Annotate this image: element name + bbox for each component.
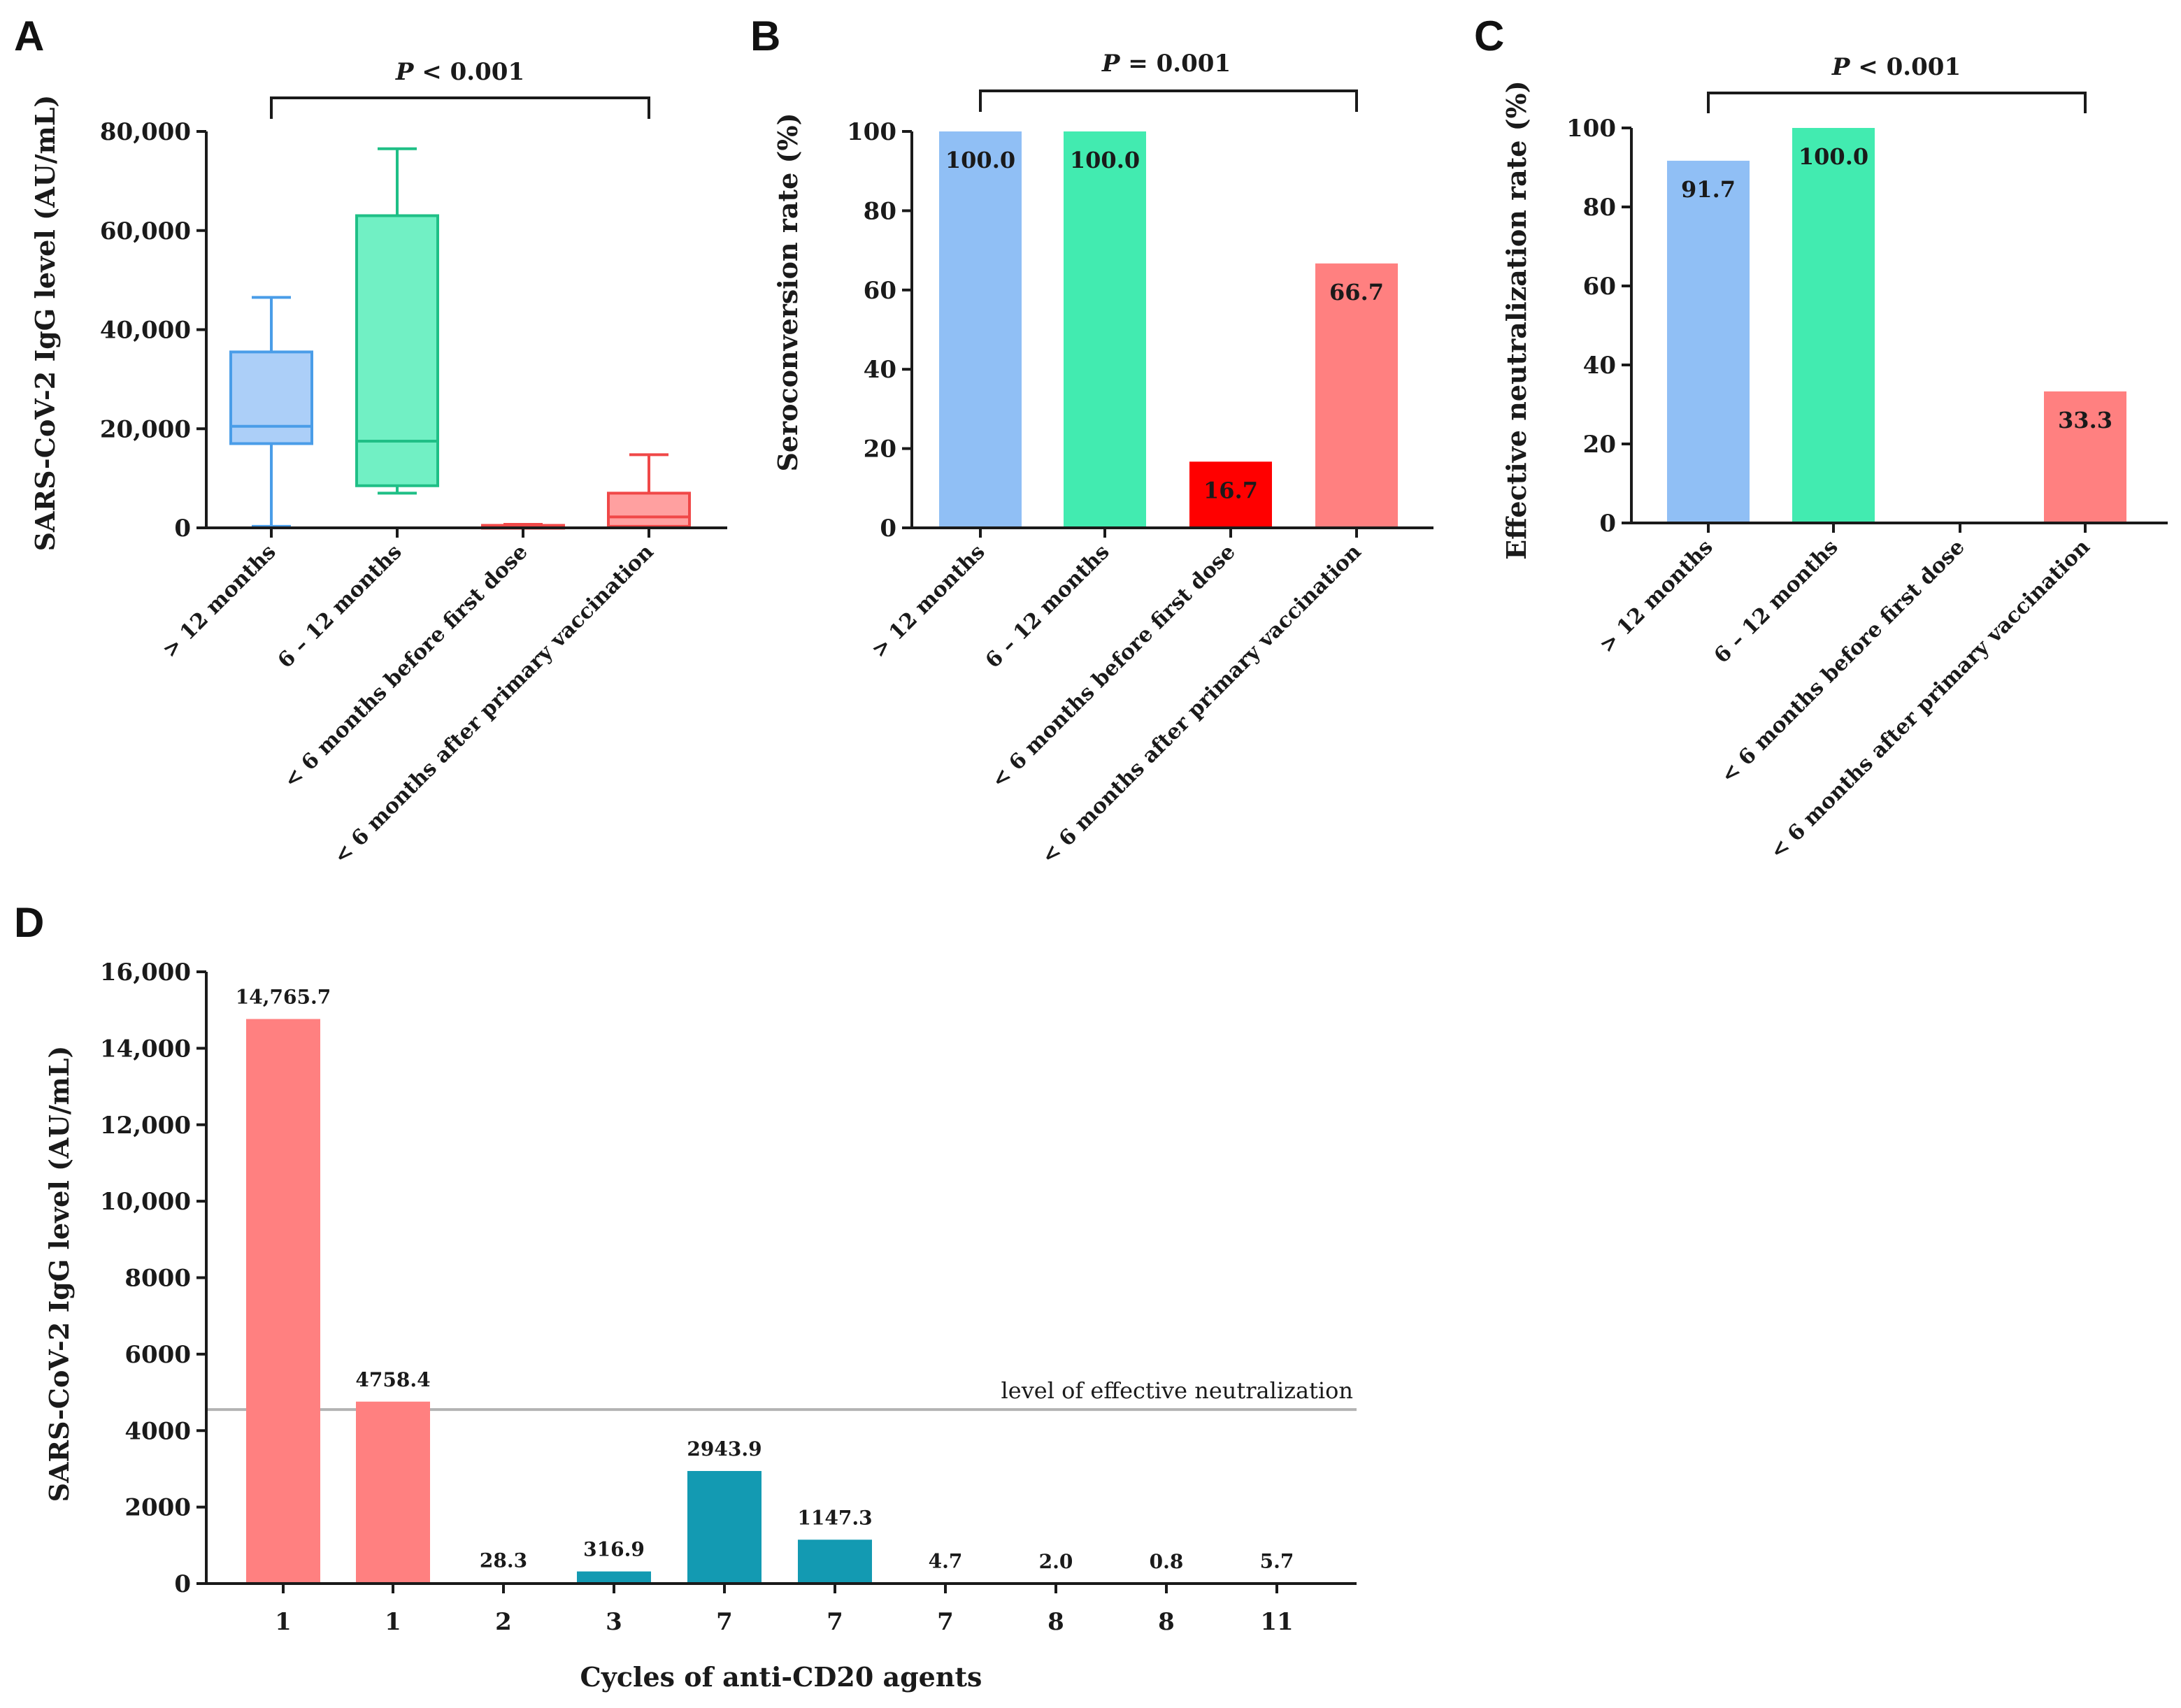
bar-label-d-7: 2.0	[1039, 1550, 1073, 1573]
bar-label-c-3: 33.3	[2058, 407, 2112, 433]
panel-c-ytick-label-3: 60	[1583, 273, 1616, 301]
panel-c-xtick-label-1: 6 – 12 months	[1710, 535, 1843, 668]
panel-d-ytick-label-7: 14,000	[100, 1035, 191, 1063]
bar-d-5	[798, 1540, 872, 1584]
panel-a-ytick-label-0: 0	[174, 515, 191, 543]
bar-label-c-1: 100.0	[1799, 143, 1868, 170]
effective-neutralization-label: level of effective neutralization	[1001, 1377, 1353, 1404]
panel-d-xtick-label-5: 7	[827, 1608, 843, 1636]
bar-c-3	[2044, 391, 2126, 523]
bar-label-d-9: 5.7	[1260, 1550, 1294, 1573]
panel-a-ytick-label-4: 80,000	[100, 118, 191, 146]
panel-b-significance-bracket	[979, 89, 1358, 112]
bar-label-d-2: 28.3	[480, 1549, 527, 1572]
panel-c-ytick-label-0: 0	[1599, 510, 1616, 538]
bar-d-3	[577, 1571, 651, 1584]
panel-a-xtick-label-1: 6 – 12 months	[273, 540, 407, 673]
panel-d-ytick-label-2: 4000	[124, 1417, 191, 1445]
panel-a-xtick-label-0: > 12 months	[158, 540, 281, 663]
panel-b-p-value: P = 0.001	[1101, 50, 1231, 78]
panel-c-ytick-label-1: 20	[1583, 431, 1616, 459]
box-1-iqr	[355, 214, 439, 487]
bar-label-d-3: 316.9	[583, 1538, 645, 1561]
bar-b-1	[1064, 131, 1146, 528]
panel-c-ylabel: Effective neutralization rate (%)	[1501, 80, 1532, 560]
box-0-iqr	[229, 350, 313, 445]
panel-b-ytick-label-0: 0	[880, 515, 896, 543]
bar-label-c-0: 91.7	[1681, 176, 1736, 203]
panel-b-xtick-label-0: > 12 months	[867, 540, 990, 663]
panel-c-ytick-label-5: 100	[1566, 115, 1616, 143]
panel-d-xtick-label-2: 2	[495, 1608, 512, 1636]
panel-d-xtick-label-0: 1	[275, 1608, 292, 1636]
panel-d-ytick-label-0: 0	[174, 1570, 191, 1598]
bar-label-b-1: 100.0	[1070, 147, 1140, 173]
box-3-iqr	[607, 491, 691, 528]
bar-b-3	[1315, 263, 1398, 528]
panel-c-xtick-label-0: > 12 months	[1595, 535, 1718, 658]
panel-d-ytick-label-6: 12,000	[100, 1112, 191, 1140]
panel-d-xtick-label-4: 7	[716, 1608, 733, 1636]
panel-d-xtick-label-6: 7	[937, 1608, 954, 1636]
panel-c-significance-bracket	[1707, 92, 2087, 113]
panel-a-ytick-label-1: 20,000	[100, 415, 191, 443]
panel-a-ytick-label-2: 40,000	[100, 317, 191, 345]
panel-d-xtick-label-8: 8	[1158, 1608, 1175, 1636]
panel-d-xtick-label-1: 1	[385, 1608, 401, 1636]
bar-d-4	[687, 1471, 761, 1584]
panel-c-xtick-label-2: < 6 months before first dose	[1716, 535, 1969, 788]
panel-d-xtick-label-3: 3	[606, 1608, 622, 1636]
panel-d-ytick-label-8: 16,000	[100, 959, 191, 986]
panel-c-ytick-label-4: 80	[1583, 194, 1616, 222]
panel-b: B Seroconversion rate (%) 0 20 40 60 80 100 1…	[750, 13, 1433, 869]
panel-c-ytick-label-2: 40	[1583, 352, 1616, 380]
panel-c: C Effective neutralization rate (%) 0 20 4…	[1474, 13, 2168, 864]
panel-letter-d: D	[14, 899, 44, 946]
panel-b-ytick-label-1: 20	[864, 436, 896, 464]
panel-a-significance-bracket	[270, 96, 650, 119]
panel-a-ylabel: SARS-CoV-2 IgG level (AU/mL)	[29, 95, 61, 552]
panel-b-ytick-label-3: 60	[864, 277, 896, 305]
panel-d-xtick-label-7: 8	[1047, 1608, 1064, 1636]
panel-a-ytick-label-3: 60,000	[100, 217, 191, 245]
bar-label-b-2: 16.7	[1203, 477, 1258, 503]
bar-label-b-0: 100.0	[945, 147, 1015, 173]
bar-d-1	[356, 1401, 430, 1584]
bar-label-d-5: 1147.3	[797, 1506, 872, 1529]
bar-label-d-4: 2943.9	[687, 1437, 761, 1461]
panel-d-ylabel: SARS-CoV-2 IgG level (AU/mL)	[43, 1046, 75, 1502]
panel-c-p-value: P < 0.001	[1831, 53, 1961, 81]
panel-letter-b: B	[750, 13, 780, 59]
panel-d-xlabel: Cycles of anti-CD20 agents	[580, 1661, 982, 1693]
bar-label-d-8: 0.8	[1150, 1550, 1184, 1573]
panel-b-ylabel: Seroconversion rate (%)	[772, 113, 803, 471]
panel-letter-c: C	[1474, 13, 1504, 59]
bar-c-1	[1792, 128, 1875, 523]
panel-a-p-value: P < 0.001	[395, 58, 524, 86]
bar-label-b-3: 66.7	[1329, 279, 1384, 306]
panel-a-xtick-label-2: < 6 months before first dose	[279, 540, 532, 793]
bar-b-0	[939, 131, 1022, 528]
panel-b-xtick-label-2: < 6 months before first dose	[987, 540, 1240, 793]
bar-label-d-1: 4758.4	[355, 1368, 430, 1391]
panel-b-xtick-label-1: 6 – 12 months	[981, 540, 1115, 673]
panel-d-ytick-label-1: 2000	[124, 1494, 191, 1522]
bar-c-0	[1667, 160, 1750, 523]
bar-label-d-0: 14,765.7	[236, 986, 331, 1009]
bar-b-2	[1189, 461, 1272, 528]
panel-d-xtick-label-9: 11	[1260, 1608, 1293, 1636]
panel-b-ytick-label-4: 80	[864, 197, 896, 225]
panel-d-ytick-label-4: 8000	[124, 1265, 191, 1293]
bar-label-d-6: 4.7	[929, 1550, 963, 1573]
panel-d-ytick-label-3: 6000	[124, 1341, 191, 1369]
panel-d: D SARS-CoV-2 IgG level (AU/mL) 0 2000 4000…	[14, 899, 1357, 1693]
panel-a: A SARS-CoV-2 IgG level (AU/mL) 0 20,000 40…	[14, 13, 727, 869]
panel-letter-a: A	[14, 13, 44, 59]
panel-b-ytick-label-5: 100	[847, 118, 896, 146]
panel-d-ytick-label-5: 10,000	[100, 1188, 191, 1216]
bar-d-0	[246, 1019, 320, 1584]
panel-b-ytick-label-2: 40	[864, 356, 896, 384]
